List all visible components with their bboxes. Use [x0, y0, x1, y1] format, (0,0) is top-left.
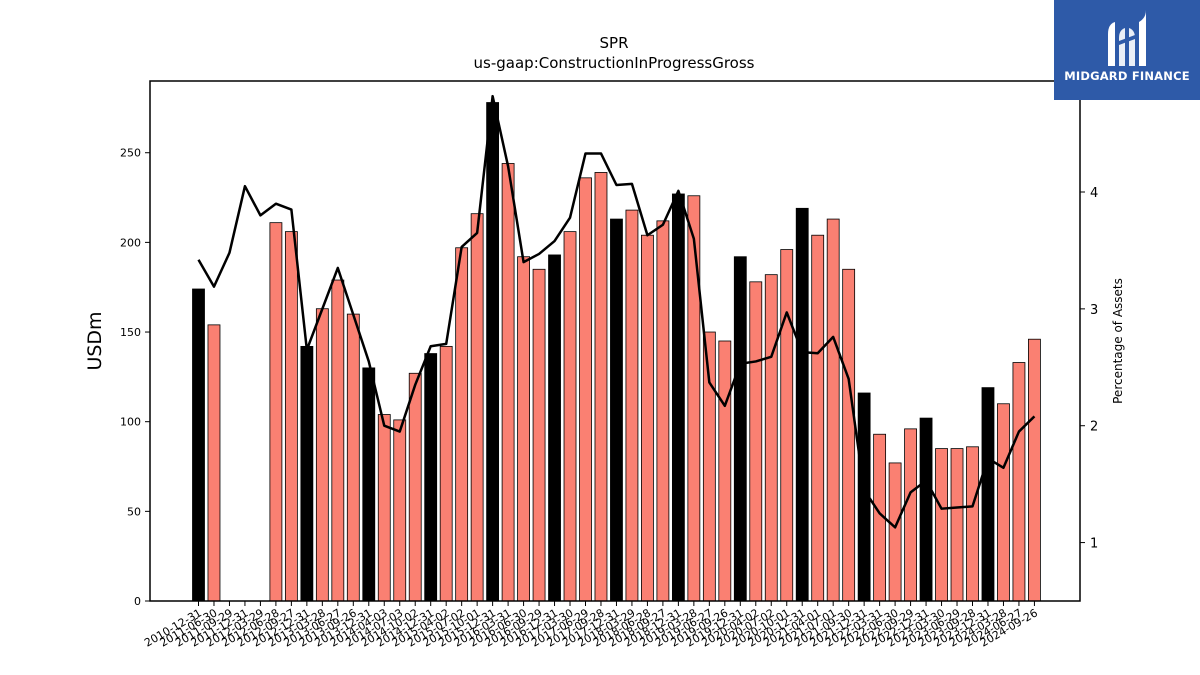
bar-2013-12-31	[362, 367, 376, 602]
bar-2024-06-27	[1012, 362, 1026, 602]
bar-2023-06-29	[950, 448, 964, 602]
bar-2015-10-01	[470, 213, 484, 602]
y-tick-label: 250	[120, 147, 141, 160]
chart-title: SPR	[600, 34, 629, 52]
bar-2014-04-03	[377, 414, 391, 602]
y2-tick-label: 1	[1090, 537, 1098, 552]
y-axis-label: USDm	[84, 311, 106, 370]
bar-2019-03-28	[687, 195, 701, 602]
y2-tick-label: 2	[1090, 420, 1098, 435]
bar-2023-03-30	[935, 448, 948, 602]
bar-2020-12-31	[795, 207, 809, 602]
bar-2021-07-01	[826, 218, 840, 602]
bar-2011-06-30	[207, 324, 221, 602]
bar-2013-09-26	[346, 313, 360, 602]
y-tick-label: 150	[120, 326, 141, 339]
bar-2012-09-27	[284, 231, 298, 602]
bar-2023-09-28	[966, 446, 979, 602]
midgard-logo-icon	[1108, 10, 1146, 66]
brand-logo: MIDGARD FINANCE	[1054, 0, 1200, 100]
bar-2024-09-26	[1028, 338, 1041, 602]
bar-2014-07-03	[393, 419, 407, 602]
bar-2014-12-31	[424, 353, 438, 602]
bar-2023-12-31	[981, 387, 995, 602]
bar-2016-06-30	[517, 256, 530, 602]
bar-2015-12-31	[486, 102, 500, 602]
bar-2022-06-30	[888, 462, 902, 602]
bar-series	[192, 102, 1041, 602]
bar-2020-04-02	[749, 281, 763, 602]
bar-2017-09-28	[594, 172, 608, 602]
bar-2016-12-31	[548, 254, 561, 602]
bar-2021-04-01	[811, 234, 825, 602]
bar-2020-10-01	[780, 249, 794, 602]
y2-tick-label: 4	[1090, 186, 1098, 201]
bar-2018-09-27	[656, 220, 670, 602]
bar-2017-03-30	[563, 231, 577, 602]
bar-2017-06-29	[579, 177, 592, 602]
brand-name: MIDGARD FINANCE	[1064, 69, 1190, 83]
bar-2020-07-02	[764, 274, 778, 602]
bar-2010-12-31	[192, 288, 205, 602]
chart-subtitle: us-gaap:ConstructionInProgressGross	[474, 54, 755, 72]
bar-2019-09-26	[718, 340, 732, 602]
y-tick-label: 50	[127, 505, 141, 518]
y-tick-label: 0	[134, 595, 141, 608]
bar-2024-03-28	[997, 403, 1010, 602]
bar-2022-12-31	[919, 417, 933, 602]
bar-2021-09-30	[842, 268, 856, 602]
bar-2012-06-28	[269, 222, 283, 602]
bar-2015-04-02	[439, 345, 453, 602]
bar-2016-03-31	[501, 163, 515, 602]
bar-2017-12-31	[610, 218, 623, 602]
y2-tick-label: 3	[1090, 303, 1098, 318]
bar-2015-07-02	[455, 247, 469, 602]
x-axis: 2010-12-312011-06-302011-09-292011-12-31…	[142, 601, 1040, 650]
y-axis: 0 50 100 150 200 250	[120, 147, 150, 608]
bar-2012-12-31	[300, 345, 314, 602]
bar-2016-09-29	[532, 268, 546, 602]
percentage-line-series	[197, 94, 1036, 529]
y2-axis-label: Percentage of Assets	[1111, 278, 1125, 404]
bar-2018-03-29	[625, 209, 639, 602]
bar-2019-12-31	[733, 256, 747, 602]
bar-2018-12-31	[671, 193, 685, 602]
bar-2014-10-02	[408, 372, 422, 602]
bar-2013-06-27	[331, 279, 345, 602]
bar-2018-06-28	[641, 234, 654, 602]
bar-2013-03-28	[315, 308, 329, 602]
y-tick-label: 100	[120, 416, 141, 429]
y-tick-label: 200	[120, 236, 141, 249]
y2-axis: 1 2 3 4	[1080, 186, 1098, 552]
bar-2022-09-29	[904, 428, 917, 602]
plot-frame	[149, 80, 1081, 602]
percentage-of-assets-line	[197, 94, 1036, 529]
